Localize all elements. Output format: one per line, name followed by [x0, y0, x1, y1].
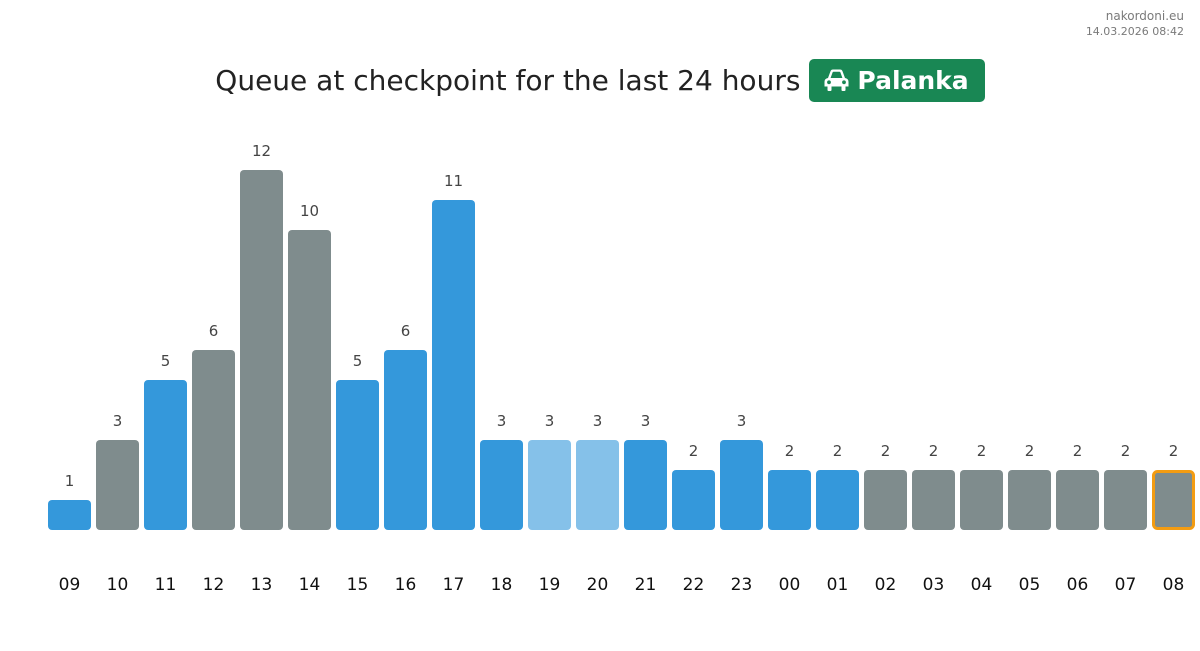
bar-05[interactable] — [1008, 470, 1051, 530]
bar-12[interactable] — [192, 350, 235, 530]
x-tick-label: 01 — [827, 575, 849, 595]
x-tick-label: 03 — [923, 575, 945, 595]
bar-value-label: 2 — [929, 442, 939, 460]
bar-10[interactable] — [96, 440, 139, 530]
x-tick-label: 23 — [731, 575, 753, 595]
bar-08[interactable] — [1152, 470, 1195, 530]
site-name[interactable]: nakordoni.eu — [1105, 9, 1184, 23]
timestamp: 14.03.2026 08:42 — [1085, 25, 1184, 38]
bar-19[interactable] — [528, 440, 571, 530]
bar-value-label: 5 — [161, 352, 171, 370]
bar-value-label: 2 — [881, 442, 891, 460]
bar-09[interactable] — [48, 500, 91, 530]
x-tick-label: 17 — [443, 575, 465, 595]
bar-value-label: 3 — [737, 412, 747, 430]
bar-18[interactable] — [480, 440, 523, 530]
bar-21[interactable] — [624, 440, 667, 530]
bar-17[interactable] — [432, 200, 475, 530]
bar-value-label: 5 — [353, 352, 363, 370]
bar-07[interactable] — [1104, 470, 1147, 530]
bar-value-label: 6 — [209, 322, 219, 340]
bar-16[interactable] — [384, 350, 427, 530]
x-tick-label: 14 — [299, 575, 321, 595]
x-tick-label: 06 — [1067, 575, 1089, 595]
x-tick-label: 11 — [155, 575, 177, 595]
x-tick-label: 00 — [779, 575, 801, 595]
x-tick-label: 05 — [1019, 575, 1041, 595]
checkpoint-name: Palanka — [857, 65, 969, 95]
bar-14[interactable] — [288, 230, 331, 530]
x-tick-label: 22 — [683, 575, 705, 595]
x-tick-label: 07 — [1115, 575, 1137, 595]
bar-01[interactable] — [816, 470, 859, 530]
title-row: Queue at checkpoint for the last 24 hour… — [0, 58, 1200, 102]
x-tick-label: 18 — [491, 575, 513, 595]
bar-02[interactable] — [864, 470, 907, 530]
x-tick-label: 08 — [1163, 575, 1185, 595]
bar-04[interactable] — [960, 470, 1003, 530]
bar-00[interactable] — [768, 470, 811, 530]
chart-title: Queue at checkpoint for the last 24 hour… — [215, 63, 801, 97]
x-tick-label: 19 — [539, 575, 561, 595]
bar-22[interactable] — [672, 470, 715, 530]
x-tick-label: 21 — [635, 575, 657, 595]
car-icon — [824, 69, 849, 91]
bar-value-label: 10 — [300, 202, 319, 220]
brand-block: nakordoni.eu 14.03.2026 08:42 — [1086, 9, 1184, 39]
bar-value-label: 2 — [689, 442, 699, 460]
bar-value-label: 1 — [65, 472, 75, 490]
x-tick-label: 16 — [395, 575, 417, 595]
bar-value-label: 2 — [1121, 442, 1131, 460]
bar-03[interactable] — [912, 470, 955, 530]
x-tick-label: 02 — [875, 575, 897, 595]
checkpoint-badge[interactable]: Palanka — [809, 58, 985, 102]
bar-value-label: 3 — [113, 412, 123, 430]
bar-15[interactable] — [336, 380, 379, 530]
x-tick-label: 04 — [971, 575, 993, 595]
x-tick-label: 09 — [59, 575, 81, 595]
bar-value-label: 11 — [444, 172, 463, 190]
bar-11[interactable] — [144, 380, 187, 530]
bar-value-label: 12 — [252, 142, 271, 160]
bar-value-label: 2 — [1025, 442, 1035, 460]
bar-value-label: 6 — [401, 322, 411, 340]
x-tick-label: 13 — [251, 575, 273, 595]
bar-value-label: 2 — [785, 442, 795, 460]
x-tick-label: 12 — [203, 575, 225, 595]
bar-06[interactable] — [1056, 470, 1099, 530]
bar-value-label: 2 — [1073, 442, 1083, 460]
bar-value-label: 3 — [545, 412, 555, 430]
x-tick-label: 20 — [587, 575, 609, 595]
bar-value-label: 2 — [1169, 442, 1179, 460]
bar-value-label: 3 — [641, 412, 651, 430]
bar-value-label: 3 — [593, 412, 603, 430]
bar-value-label: 2 — [977, 442, 987, 460]
bar-13[interactable] — [240, 170, 283, 530]
bar-20[interactable] — [576, 440, 619, 530]
bar-value-label: 3 — [497, 412, 507, 430]
bar-value-label: 2 — [833, 442, 843, 460]
bar-23[interactable] — [720, 440, 763, 530]
x-tick-label: 15 — [347, 575, 369, 595]
x-tick-label: 10 — [107, 575, 129, 595]
